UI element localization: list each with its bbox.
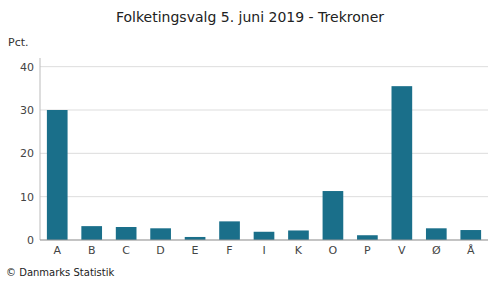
x-tick-label: O	[329, 244, 338, 257]
x-tick-label: B	[88, 244, 96, 257]
y-axis-label: Pct.	[8, 36, 29, 49]
y-tick-label: 30	[20, 104, 34, 117]
x-tick-label: F	[226, 244, 232, 257]
bar	[357, 235, 378, 240]
x-tick-label: E	[192, 244, 199, 257]
x-tick-label: D	[156, 244, 164, 257]
bar	[254, 232, 275, 240]
footer: © Danmarks Statistik	[6, 267, 115, 278]
y-tick-label: 0	[27, 234, 34, 247]
x-tick-label: I	[262, 244, 265, 257]
x-axis-line	[40, 240, 488, 241]
y-tick-label: 40	[20, 61, 34, 74]
title: Folketingsvalg 5. juni 2019 - Trekroner	[116, 9, 384, 25]
x-tick-label: Ø	[432, 244, 441, 257]
x-tick-label: Å	[467, 244, 475, 257]
bar	[288, 230, 309, 240]
bar	[150, 228, 171, 240]
x-tick-label: C	[122, 244, 130, 257]
bars	[47, 86, 481, 240]
bar	[426, 228, 447, 240]
chart-container: Folketingsvalg 5. juni 2019 - Trekroner P…	[0, 0, 500, 282]
grid-line	[40, 240, 488, 241]
bar	[323, 191, 344, 240]
bar	[47, 110, 68, 240]
bar	[460, 230, 481, 240]
bar	[219, 221, 240, 240]
grid	[40, 67, 488, 240]
grid-line	[40, 153, 488, 154]
chart-svg: Folketingsvalg 5. juni 2019 - Trekroner P…	[0, 0, 500, 282]
y-tick-label: 10	[20, 191, 34, 204]
x-tick-label: A	[53, 244, 61, 257]
grid-line	[40, 66, 488, 67]
x-tick-label: K	[295, 244, 303, 257]
y-axis-line	[40, 58, 41, 240]
y-tick-label: 20	[20, 147, 34, 160]
bar	[116, 227, 137, 240]
grid-line	[40, 196, 488, 197]
bar	[81, 226, 102, 240]
bar	[392, 86, 413, 240]
x-tick-label: V	[398, 244, 406, 257]
grid-line	[40, 110, 488, 111]
x-tick-label: P	[364, 244, 371, 257]
